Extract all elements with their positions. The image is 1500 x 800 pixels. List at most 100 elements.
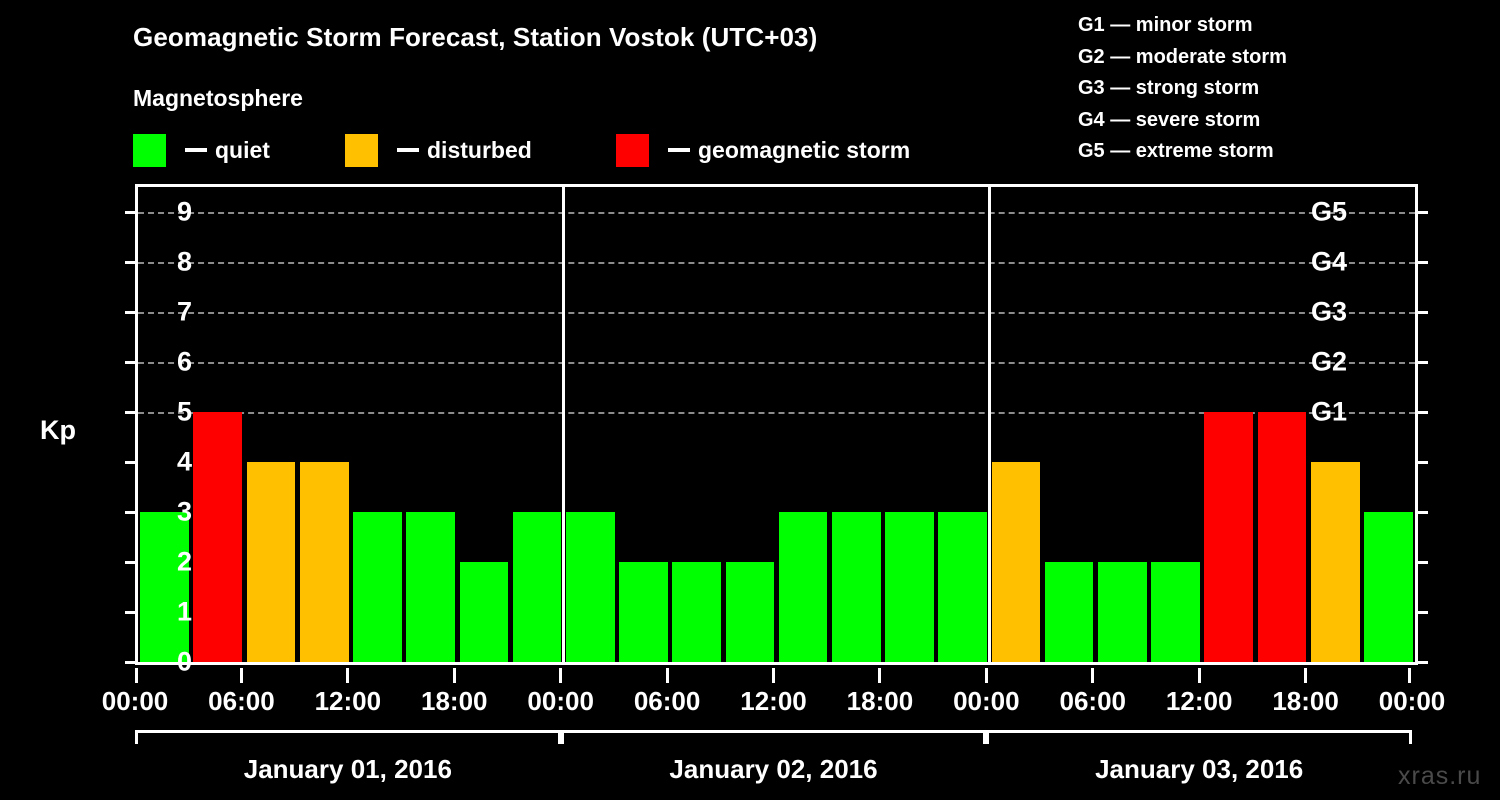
bar [565, 512, 615, 662]
y-tick-1 [125, 610, 138, 614]
y-axis-label-0: 0 [176, 646, 192, 677]
legend-swatch-disturbed [345, 133, 378, 167]
y-tick-6 [125, 360, 138, 364]
bar [725, 562, 775, 662]
date-axis: January 01, 2016 January 02, 2016 January … [135, 730, 1418, 800]
legend-label-geomagnetic-storm: geomagnetic storm [698, 136, 911, 163]
date-bracket-2 [560, 730, 987, 744]
y-tick-8 [125, 260, 138, 264]
legend-item-disturbed: disturbed [345, 132, 532, 168]
bar [299, 462, 349, 662]
y-tick-5 [125, 410, 138, 414]
bar [991, 462, 1041, 662]
x-tick-4 [559, 668, 563, 683]
g-scale-row-2: G2 — moderate storm [1078, 45, 1287, 68]
right-tick-kp-4 [1415, 460, 1428, 464]
x-axis-label-2: 12:00 [314, 686, 382, 716]
bar [1204, 412, 1254, 662]
x-axis-label-8: 00:00 [953, 686, 1020, 716]
x-axis-label-12: 00:00 [1378, 686, 1446, 716]
x-tick-5 [665, 668, 669, 683]
date-label-3: January 03, 2016 [1095, 754, 1304, 784]
bar [1310, 462, 1360, 662]
x-axis-label-6: 12:00 [740, 686, 807, 716]
g-scale-row-1: G1 — minor storm [1078, 14, 1253, 36]
day-separator-1 [562, 187, 566, 662]
magnetosphere-label: Magnetosphere [133, 85, 303, 111]
x-axis-label-5: 06:00 [633, 686, 701, 716]
bar [193, 412, 243, 662]
date-bracket-3 [986, 730, 1412, 744]
date-label-2: January 02, 2016 [669, 754, 878, 784]
x-tick-8 [984, 668, 988, 683]
legend-dash-icon [668, 148, 690, 152]
bar [353, 512, 402, 662]
right-tick-kp-1 [1415, 610, 1428, 614]
bar [1044, 562, 1094, 662]
x-tick-1 [239, 668, 243, 683]
g-scale-row-5: G5 — extreme storm [1078, 140, 1274, 162]
gridline-kp-8 [138, 262, 1415, 264]
gridline-kp-5 [138, 412, 1415, 414]
y-axis-label-4: 4 [176, 446, 192, 477]
right-tick-kp-6 [1415, 360, 1428, 364]
right-tick-kp-9 [1415, 210, 1428, 214]
x-axis-label-0: 00:00 [101, 686, 169, 716]
x-axis-label-10: 12:00 [1165, 686, 1233, 716]
x-tick-10 [1197, 668, 1201, 683]
bar [459, 562, 509, 662]
right-tick-kp-2 [1415, 560, 1428, 564]
g-scale-row-4: G4 — severe storm [1078, 108, 1261, 131]
y-tick-9 [125, 210, 138, 214]
bar [1151, 562, 1200, 662]
x-tick-3 [452, 668, 456, 683]
x-axis-label-7: 18:00 [846, 686, 914, 716]
y-tick-0 [125, 660, 138, 664]
x-tick-0 [135, 668, 138, 683]
right-tick-kp-8 [1415, 260, 1428, 264]
gridline-kp-6 [138, 362, 1415, 364]
x-tick-9 [1091, 668, 1095, 683]
y-tick-4 [125, 460, 138, 464]
x-axis: 00:00 06:00 12:00 18:00 00:00 06:00 12:00 18:00… [102, 668, 1445, 728]
y-axis-label-9: 9 [176, 196, 192, 227]
x-tick-12 [1407, 668, 1411, 683]
right-axis-label-G2: G2 [1311, 346, 1348, 377]
day-separator-2 [987, 187, 991, 662]
y-tick-2 [125, 560, 138, 564]
legend-swatch-quiet [133, 133, 166, 167]
bar [406, 512, 455, 662]
chart-inner [125, 187, 1428, 664]
x-axis-label-4: 00:00 [527, 686, 594, 716]
legend-label-quiet: quiet [215, 136, 270, 163]
y-axis-label-7: 7 [176, 296, 192, 327]
g-scale-row-3: G3 — strong storm [1078, 77, 1260, 99]
y-axis-label-6: 6 [176, 346, 192, 377]
date-bracket-1 [135, 730, 561, 744]
gridline-kp-7 [138, 312, 1415, 314]
bar [672, 562, 722, 662]
bar [778, 512, 828, 662]
bar [1098, 562, 1147, 662]
right-axis-label-G4: G4 [1311, 246, 1348, 277]
gridline-kp-9 [138, 212, 1415, 214]
legend-dash-icon [185, 148, 207, 152]
chart-plot-area [125, 184, 1428, 665]
y-tick-7 [125, 310, 138, 314]
right-axis-label-G3: G3 [1311, 296, 1348, 327]
bar [831, 512, 881, 662]
legend-swatch-geomagnetic-storm [616, 133, 649, 167]
right-axis-label-G5: G5 [1311, 196, 1348, 227]
bar [885, 512, 934, 662]
bar [512, 512, 562, 662]
g-scale-legend: G1 — minor storm G2 — moderate storm G3 — … [1078, 10, 1287, 168]
y-axis-title: Kp [40, 415, 76, 445]
x-tick-11 [1304, 668, 1308, 683]
x-axis-label-11: 18:00 [1272, 686, 1339, 716]
legend-item-geomagnetic-storm: geomagnetic storm [616, 132, 910, 168]
bar [1364, 512, 1413, 662]
right-tick-kp-0 [1415, 660, 1428, 664]
x-axis-label-1: 06:00 [208, 686, 275, 716]
x-tick-2 [346, 668, 350, 683]
bar [246, 462, 296, 662]
